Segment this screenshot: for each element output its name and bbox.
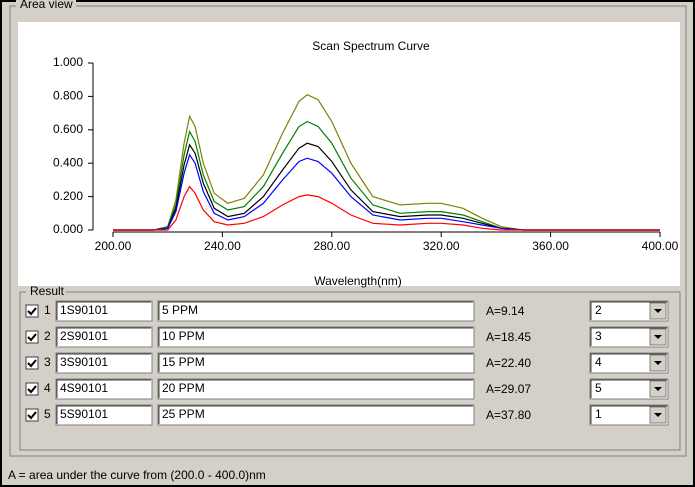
spectrum-line (113, 185, 660, 231)
row-area: A=18.45 (486, 330, 531, 344)
checkbox[interactable] (25, 382, 39, 396)
y-tick-label: 0.400 (53, 155, 83, 169)
combo-arrow (654, 309, 662, 313)
result-title: Result (30, 284, 65, 298)
checkbox[interactable] (25, 356, 39, 370)
row-id: 2S90101 (60, 329, 108, 343)
id-field[interactable] (55, 378, 153, 400)
row-name: 15 PPM (162, 355, 205, 369)
checkbox[interactable] (25, 330, 39, 344)
row-index: 2 (44, 329, 51, 343)
x-tick-label: 240.00 (204, 239, 241, 253)
row-name: 20 PPM (162, 381, 205, 395)
order-combo[interactable] (589, 326, 669, 348)
box-bevel (590, 327, 667, 346)
name-field[interactable] (157, 378, 475, 400)
order-combo[interactable] (589, 300, 669, 322)
group-label-bg (16, 0, 76, 12)
combo-arrow (654, 413, 662, 417)
spectrum-line (113, 93, 660, 231)
check-mark (27, 307, 37, 316)
order-combo[interactable] (589, 404, 669, 426)
id-field[interactable] (55, 300, 153, 322)
row-id: 4S90101 (60, 381, 108, 395)
id-field[interactable] (55, 404, 153, 426)
combo-arrow (654, 335, 662, 339)
row-id: 3S90101 (60, 355, 108, 369)
combo-arrow (654, 387, 662, 391)
row-name: 10 PPM (162, 329, 205, 343)
box-bevel (590, 353, 667, 372)
box-bevel (590, 379, 667, 398)
row-id: 5S90101 (60, 407, 108, 421)
row-order: 2 (595, 303, 602, 317)
x-axis-label: Wavelength(nm) (314, 274, 402, 288)
spectrum-line (113, 142, 660, 231)
row-index: 4 (44, 381, 51, 395)
check-mark (27, 411, 37, 420)
row-name: 5 PPM (162, 303, 198, 317)
box-bevel (56, 353, 151, 372)
row-area: A=37.80 (486, 408, 531, 422)
y-tick-label: 0.600 (53, 122, 83, 136)
box-bevel (158, 353, 473, 372)
id-field[interactable] (55, 326, 153, 348)
y-tick-label: 1.000 (53, 55, 83, 69)
row-index: 1 (44, 303, 51, 317)
box-bevel (158, 301, 473, 320)
checkbox[interactable] (25, 304, 39, 318)
row-index: 3 (44, 355, 51, 369)
spectrum-line (113, 153, 660, 231)
result-group (19, 291, 681, 451)
area-view-group (9, 5, 687, 457)
chart-title: Scan Spectrum Curve (312, 39, 430, 53)
footnote: A = area under the curve from (200.0 - 4… (8, 468, 266, 482)
name-field[interactable] (157, 404, 475, 426)
check-mark (27, 385, 37, 394)
x-tick-label: 280.00 (313, 239, 350, 253)
plot-background (18, 22, 680, 286)
id-field[interactable] (55, 352, 153, 374)
row-index: 5 (44, 407, 51, 421)
row-area: A=29.07 (486, 382, 531, 396)
row-area: A=22.40 (486, 356, 531, 370)
row-order: 4 (595, 355, 602, 369)
y-tick-label: 0.800 (53, 89, 83, 103)
row-id: 1S90101 (60, 303, 108, 317)
name-field[interactable] (157, 326, 475, 348)
box-bevel (590, 405, 667, 424)
y-tick-label: 0.000 (53, 222, 83, 236)
combo-arrow (654, 361, 662, 365)
box-bevel (56, 405, 151, 424)
x-tick-label: 400.00 (642, 239, 679, 253)
box-bevel (590, 301, 667, 320)
group-title: Area view (20, 0, 73, 11)
box-bevel (158, 405, 473, 424)
x-tick-label: 360.00 (532, 239, 569, 253)
x-tick-label: 320.00 (423, 239, 460, 253)
x-tick-label: 200.00 (95, 239, 132, 253)
order-combo[interactable] (589, 352, 669, 374)
row-order: 5 (595, 381, 602, 395)
box-bevel (56, 379, 151, 398)
box-bevel (158, 327, 473, 346)
row-order: 3 (595, 329, 602, 343)
order-combo[interactable] (589, 378, 669, 400)
spectrum-line (113, 120, 660, 231)
box-bevel (56, 327, 151, 346)
box-bevel (158, 379, 473, 398)
name-field[interactable] (157, 300, 475, 322)
row-area: A=9.14 (486, 304, 525, 318)
group-label-bg (26, 286, 66, 298)
checkbox[interactable] (25, 408, 39, 422)
y-tick-label: 0.200 (53, 189, 83, 203)
name-field[interactable] (157, 352, 475, 374)
check-mark (27, 359, 37, 368)
check-mark (27, 333, 37, 342)
row-order: 1 (595, 407, 602, 421)
box-bevel (56, 301, 151, 320)
row-name: 25 PPM (162, 407, 205, 421)
